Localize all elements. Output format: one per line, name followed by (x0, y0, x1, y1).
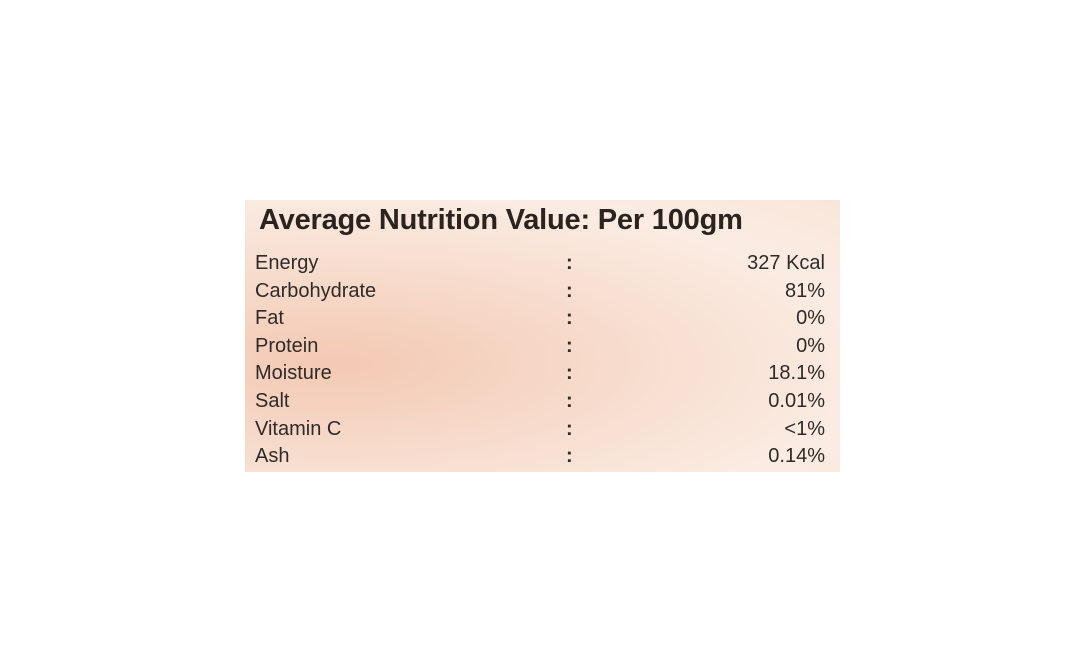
separator: : (566, 279, 573, 302)
separator: : (566, 334, 573, 357)
nutrient-value: 0% (796, 307, 825, 330)
nutrient-name: Ash (255, 445, 290, 468)
nutrient-name: Moisture (255, 362, 332, 385)
nutrient-name: Carbohydrate (255, 279, 377, 302)
nutrition-row: Ash: 0.14% (245, 445, 840, 472)
nutrient-value: 0.01% (768, 390, 825, 412)
separator: : (566, 252, 573, 274)
nutrient-value: 81% (784, 279, 825, 302)
nutrient-value: 0.14% (768, 445, 825, 468)
nutrient-name: Fat (255, 307, 284, 330)
nutrition-row: Energy: 327 Kcal (245, 252, 840, 279)
nutrition-row: Moisture: 18.1% (245, 362, 840, 389)
nutrient-name: Salt (255, 390, 290, 412)
nutrition-row: Carbohydrate: 81% (245, 280, 840, 307)
nutrient-name: Energy (255, 252, 319, 274)
separator: : (566, 362, 573, 385)
separator: : (566, 417, 573, 440)
separator: : (566, 390, 573, 412)
nutrient-name: Vitamin C (255, 417, 342, 440)
nutrition-label: Average Nutrition Value: Per 100gm Energ… (245, 200, 840, 472)
nutrition-row: Protein: 0% (245, 335, 840, 362)
nutrient-value: 327 Kcal (747, 252, 825, 274)
separator: : (566, 445, 573, 468)
nutrition-row: Salt: 0.01% (245, 390, 840, 417)
nutrient-value: 0% (796, 334, 825, 357)
nutrient-value: <1% (784, 417, 825, 440)
nutrient-value: 18.1% (768, 362, 825, 385)
label-title: Average Nutrition Value: Per 100gm (259, 204, 743, 236)
nutrient-name: Protein (255, 334, 319, 357)
separator: : (566, 307, 573, 330)
nutrition-row: Fat: 0% (245, 307, 840, 334)
nutrition-row: Vitamin C: <1% (245, 418, 840, 445)
